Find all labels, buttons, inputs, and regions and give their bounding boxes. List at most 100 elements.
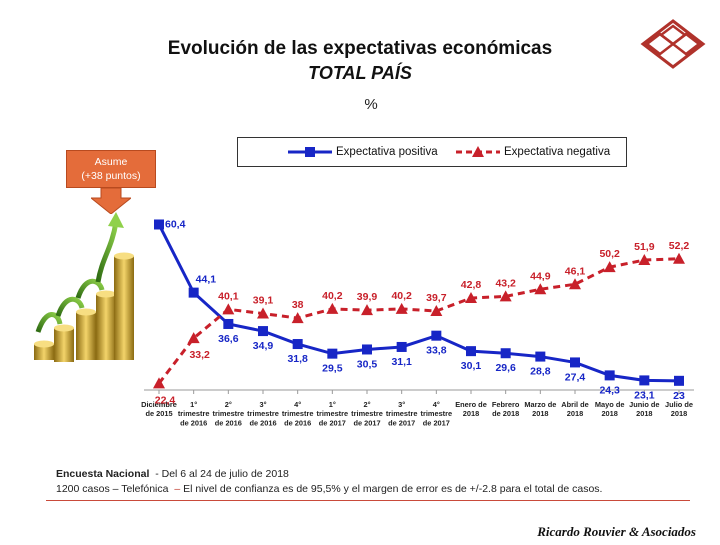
negative-data-label: 40,2 [391,290,412,302]
positive-point [154,219,164,230]
positive-data-label: 28,8 [530,366,551,378]
x-tick-label: Marzo de 2018 [524,400,556,418]
company-logo-icon [640,19,706,69]
positive-point [292,339,303,350]
positive-point [535,351,546,362]
x-tick-label: 3° trimestre de 2016 [247,400,279,427]
chart-subtitle: TOTAL PAÍS [308,63,412,83]
positive-point [570,357,580,368]
negative-point [153,377,165,389]
positive-data-label: 34,9 [253,340,274,352]
positive-point [362,344,372,355]
negative-point [534,283,547,295]
negative-series-line [157,257,680,385]
positive-point [431,330,442,341]
negative-data-label: 51,9 [634,241,655,253]
x-tick-label: Abril de 2018 [561,400,589,418]
x-tick-label: Mayo de 2018 [595,400,625,418]
legend-item-negative: Expectativa negativa [456,138,610,166]
legend-item-positive: Expectativa positiva [288,138,438,166]
footer-note: El nivel de confianza es de 95,5% y el m… [183,483,603,495]
x-tick-label: Febrero de 2018 [492,400,520,418]
positive-data-label: 31,1 [391,356,412,368]
callout-line-2: (+38 puntos) [81,170,141,182]
footer-separator: – [174,483,181,495]
positive-point [396,341,407,352]
negative-data-label: 46,1 [565,265,586,277]
positive-data-label: 31,8 [287,353,308,365]
x-tick-label: 1° trimestre de 2017 [317,400,349,427]
negative-point [603,261,616,273]
negative-data-label: 52,2 [669,240,690,252]
x-tick-label: 1° trimestre de 2016 [178,400,210,427]
positive-point [327,348,338,359]
positive-data-label: 36,6 [218,333,239,345]
footer-survey: Encuesta Nacional [56,468,150,480]
chart-title: Evolución de las expectativas económicas [167,38,553,59]
footer-divider [46,500,690,501]
positive-data-label: 30,1 [461,360,482,372]
positive-point [466,346,476,357]
callout-box: Asume (+38 puntos) [66,150,156,188]
negative-data-label: 22,4 [155,394,176,406]
x-tick-label: 2° trimestre de 2016 [213,400,245,427]
x-tick-label: 4° trimestre de 2017 [421,400,453,427]
positive-point [223,318,234,329]
positive-data-label: 23 [673,390,685,402]
legend-label-positive: Expectativa positiva [336,146,438,158]
growing-coins-icon [34,212,134,362]
positive-point [500,348,511,359]
x-tick-label: 3° trimestre de 2017 [386,400,418,427]
negative-data-label: 38 [292,299,304,311]
negative-point [222,303,235,315]
footer-dates: - Del 6 al 24 de julio de 2018 [155,468,289,480]
negative-data-label: 39,7 [426,292,447,304]
negative-point [673,252,685,264]
positive-point [674,375,684,386]
unit-label: % [364,96,378,113]
positive-data-label: 24,3 [599,384,620,396]
negative-point [326,302,339,314]
legend-positive-marker-icon [288,147,332,157]
negative-point [361,304,373,316]
positive-data-label: 30,5 [357,358,378,370]
legend-negative-marker-icon [456,146,500,157]
x-tick-label: Junio de 2018 [629,400,659,418]
callout-line-1: Asume [94,156,128,168]
positive-data-label: 33,8 [426,345,447,357]
negative-point [291,312,304,324]
x-tick-label: Julio de 2018 [665,400,693,418]
brand-name: Ricardo Rouvier & Asociados [537,524,696,539]
negative-data-label: 33,2 [189,349,210,361]
x-tick-label: Diciembre de 2015 [141,400,177,418]
negative-point [569,278,581,290]
footer-cases: 1200 casos – Telefónica [56,483,169,495]
positive-data-label: 44,1 [196,274,217,286]
positive-point [188,287,199,298]
chart-legend: Expectativa positiva Expectativa negativ… [237,137,627,167]
positive-point [604,370,615,381]
positive-series-line [157,223,680,383]
negative-point [499,290,512,302]
negative-point [257,307,269,319]
positive-data-label: 23,1 [634,389,655,401]
negative-data-label: 42,8 [461,279,482,291]
x-tick-label: Enero de 2018 [455,400,487,418]
negative-data-label: 43,2 [495,277,516,289]
negative-data-label: 39,9 [357,291,378,303]
negative-data-label: 44,9 [530,270,551,282]
negative-point [430,305,443,317]
negative-point [465,292,477,304]
positive-data-label: 60,4 [165,218,186,230]
negative-data-label: 40,1 [218,290,239,302]
x-tick-label: 2° trimestre de 2017 [351,400,383,427]
negative-point [187,332,200,344]
positive-data-label: 27,4 [565,371,586,383]
positive-data-label: 29,6 [495,362,516,374]
positive-point [639,375,650,386]
positive-data-label: 29,5 [322,363,343,375]
negative-point [395,302,408,314]
footer-notes: Encuesta Nacional - Del 6 al 24 de julio… [56,467,602,497]
